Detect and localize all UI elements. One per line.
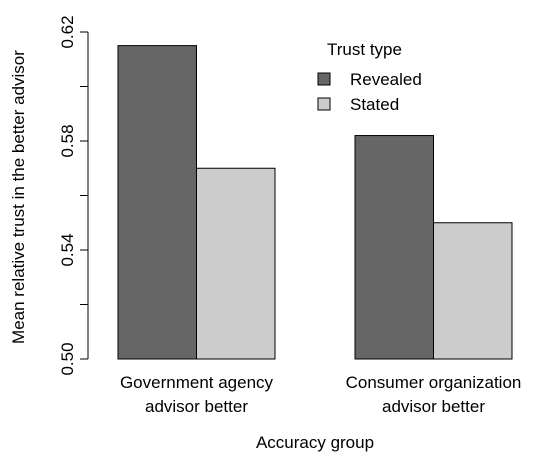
x-category-label: Consumer organization <box>346 373 522 392</box>
y-tick-label: 0.62 <box>58 15 77 48</box>
x-category-label: Government agency <box>120 373 274 392</box>
x-axis-title: Accuracy group <box>256 433 374 452</box>
x-category-label: advisor better <box>145 397 248 416</box>
bar-stated-2 <box>433 222 513 360</box>
y-axis: 0.50 0.54 0.58 0.62 <box>58 15 89 376</box>
bar-stated-1 <box>196 167 276 360</box>
legend-label-stated: Stated <box>350 95 399 114</box>
legend-swatch-revealed <box>317 72 331 86</box>
bar-revealed-2 <box>354 135 434 360</box>
legend-label-revealed: Revealed <box>350 70 422 89</box>
y-tick-label: 0.58 <box>58 124 77 157</box>
y-tick-label: 0.50 <box>58 342 77 375</box>
legend-title: Trust type <box>327 40 402 59</box>
y-axis-title: Mean relative trust in the better adviso… <box>9 50 28 344</box>
y-tick-label: 0.54 <box>58 233 77 266</box>
legend: Trust type Revealed Stated <box>317 40 422 114</box>
x-category-label: advisor better <box>382 397 485 416</box>
x-category-labels: Government agency advisor better Consumer … <box>120 373 521 416</box>
legend-swatch-stated <box>317 97 331 111</box>
bar-revealed-1 <box>117 45 197 360</box>
bars <box>117 45 513 360</box>
